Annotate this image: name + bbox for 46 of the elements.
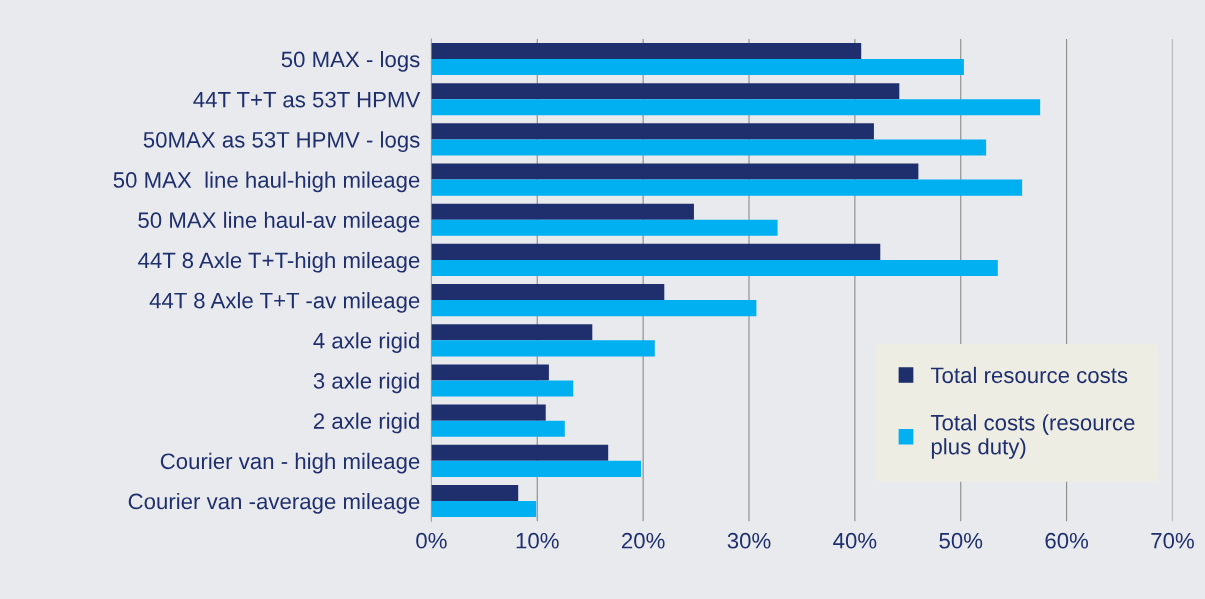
y-tick-label: 50MAX as 53T HPMV - logs [143, 131, 420, 153]
bar [431, 380, 574, 397]
bar [431, 203, 694, 220]
bar [431, 163, 919, 180]
bar [431, 324, 593, 341]
bar [431, 501, 537, 518]
y-tick-label: 3 axle rigid [313, 372, 419, 394]
y-tick-label: 44T 8 Axle T+T-high mileage [138, 251, 420, 273]
bar [431, 83, 900, 100]
y-tick-label: 50 MAX line haul-av mileage [138, 211, 420, 233]
bar [431, 484, 519, 502]
y-tick-label: Courier van - high mileage [160, 452, 420, 474]
x-tick-label: 70% [1151, 532, 1194, 549]
x-tick-label: 60% [1045, 532, 1089, 549]
y-tick-label: 44T T+T as 53T HPMV [193, 91, 421, 108]
legend-label: Total resource costs [930, 366, 1128, 384]
y-tick-label: 44T 8 Axle T+T -av mileage [149, 292, 420, 313]
bar [431, 99, 1041, 116]
bar [431, 404, 546, 421]
y-tick-label: 4 axle rigid [313, 332, 419, 353]
bar [431, 179, 1023, 196]
x-tick-label: 30% [727, 532, 771, 549]
x-tick-label: 50% [939, 532, 983, 549]
bar [431, 42, 862, 60]
bar [431, 59, 964, 76]
bar [431, 300, 757, 317]
y-tick-label: Courier van -average mileage [128, 492, 420, 514]
bar [431, 444, 609, 461]
bar [431, 259, 998, 277]
bar [431, 364, 549, 381]
bar [431, 340, 655, 357]
x-tick-label: 10% [516, 532, 559, 549]
bar [431, 243, 881, 260]
bar [431, 139, 987, 156]
bar [431, 420, 565, 437]
y-tick-label: 2 axle rigid [313, 412, 419, 434]
y-tick-label: 50 MAX - logs [281, 50, 420, 72]
bar [431, 284, 665, 301]
x-tick-label: 0% [416, 532, 447, 549]
x-tick-label: 20% [622, 532, 665, 549]
legend-label: Total costs (resource plus duty) [930, 414, 1135, 459]
x-tick-label: 40% [833, 532, 877, 549]
bar [431, 460, 642, 477]
y-tick-label: 50 MAX line haul-high mileage [113, 171, 420, 193]
bar [431, 219, 778, 236]
bar [431, 123, 874, 140]
